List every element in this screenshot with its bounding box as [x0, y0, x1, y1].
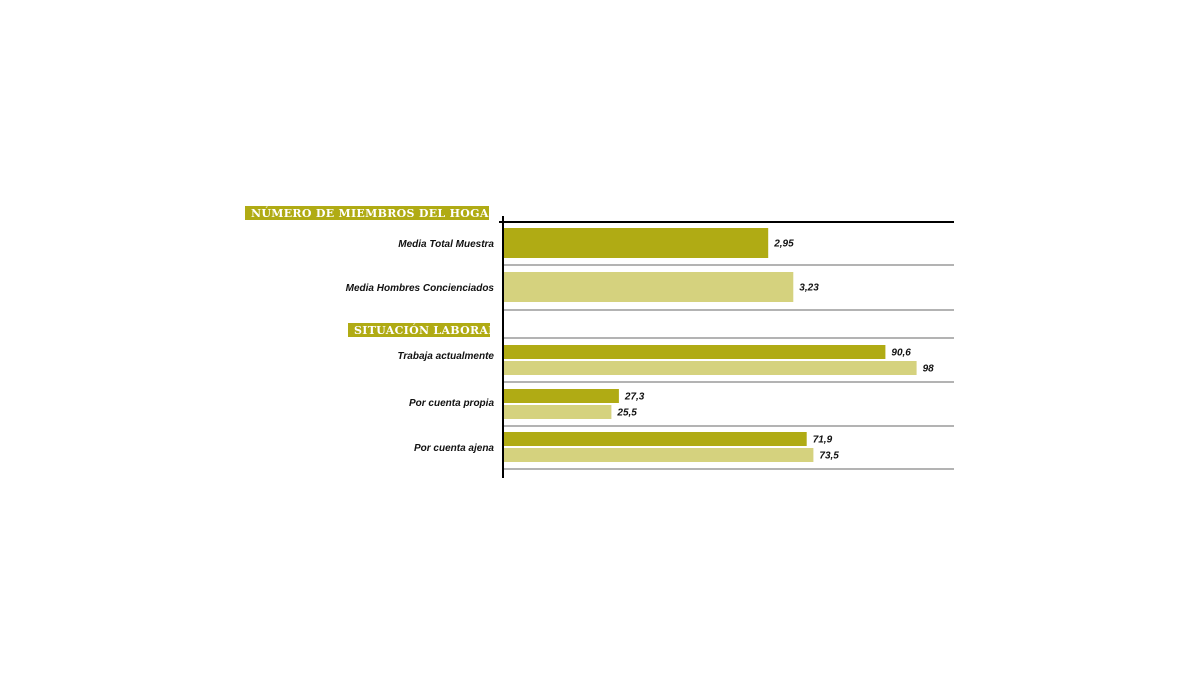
value-label-cuenta-propia-total: 27,3 [624, 392, 645, 403]
section-header-household: NÚMERO DE MIEMBROS DEL HOGAR [245, 206, 499, 220]
bar-cuenta-ajena-total [504, 432, 807, 446]
bar-trabaja-total [504, 345, 886, 359]
bar-trabaja-concienciados [504, 361, 917, 375]
section-header-employment: SITUACIÓN LABORAL [348, 323, 496, 337]
category-label-cuenta-propia: Por cuenta propia [409, 398, 494, 409]
section-header-household-bg [245, 206, 489, 220]
category-label-media-total: Media Total Muestra [398, 239, 494, 250]
category-label-media-hombres: Media Hombres Concienciados [346, 283, 495, 294]
value-label-cuenta-ajena-total: 71,9 [813, 435, 833, 446]
section-title-household: NÚMERO DE MIEMBROS DEL HOGAR [251, 206, 499, 220]
bar-cuenta-propia-concienciados [504, 405, 612, 419]
value-label-cuenta-ajena-concienciados: 73,5 [819, 451, 839, 462]
value-label-media-total: 2,95 [773, 239, 794, 250]
value-label-media-hombres: 3,23 [799, 283, 819, 294]
category-label-trabaja: Trabaja actualmente [397, 351, 494, 362]
value-label-trabaja-concienciados: 98 [923, 364, 935, 375]
section-title-employment: SITUACIÓN LABORAL [354, 323, 496, 337]
section-header-employment-bg [348, 323, 490, 337]
value-label-trabaja-total: 90,6 [891, 348, 911, 359]
bar-cuenta-propia-total [504, 389, 619, 403]
value-label-cuenta-propia-concienciados: 25,5 [616, 408, 637, 419]
bar-media-total [504, 228, 769, 258]
category-label-cuenta-ajena: Por cuenta ajena [414, 443, 494, 454]
bar-media-hombres [504, 272, 794, 302]
bar-cuenta-ajena-concienciados [504, 448, 814, 462]
